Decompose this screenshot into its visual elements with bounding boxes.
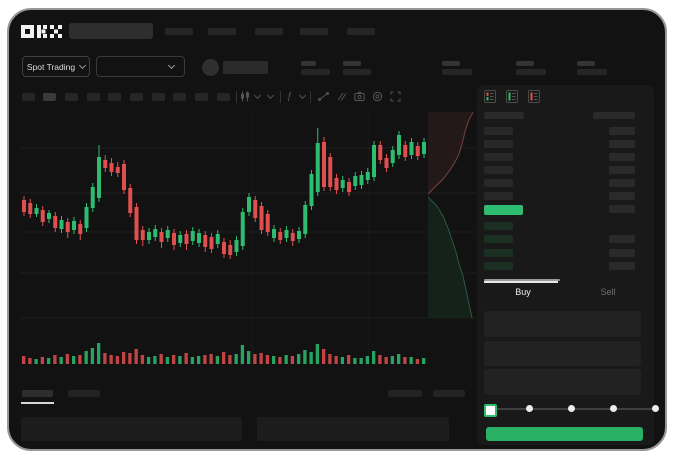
ask-row[interactable] — [477, 166, 654, 179]
amount-field[interactable] — [484, 341, 641, 366]
orders-panel-placeholder — [21, 417, 242, 441]
nav-item[interactable] — [347, 28, 375, 35]
market-type-selector[interactable]: Spot Trading — [22, 56, 90, 77]
chevron-down-icon — [79, 61, 87, 70]
ask-row[interactable] — [477, 179, 654, 192]
price-placeholder — [484, 153, 513, 161]
chevron-down-icon — [167, 61, 176, 70]
bottom-action[interactable] — [388, 390, 422, 397]
nav-item[interactable] — [165, 28, 193, 35]
bid-row[interactable] — [477, 222, 654, 235]
total-field[interactable] — [484, 369, 641, 395]
bottom-tab-indicator — [21, 402, 54, 404]
price-placeholder — [484, 166, 513, 174]
buy-tab-indicator — [484, 281, 558, 283]
chevron-down-icon[interactable] — [266, 91, 275, 100]
screenshot-icon[interactable] — [354, 91, 365, 102]
ask-row[interactable] — [477, 192, 654, 205]
market-type-label: Spot Trading — [26, 61, 76, 72]
price-placeholder — [484, 192, 513, 200]
timeframe-button[interactable] — [65, 93, 78, 101]
indicators-icon[interactable]: ƒ — [287, 91, 293, 102]
price-placeholder — [484, 261, 513, 270]
orderbook-trade-panel: Buy Sell — [477, 85, 659, 445]
tab-sell[interactable]: Sell — [600, 287, 616, 297]
orderbook-price-header — [484, 112, 524, 119]
slider-stop-dot[interactable] — [525, 405, 533, 412]
chevron-down-icon[interactable] — [298, 91, 307, 100]
orderbook-amount-header — [593, 112, 635, 119]
slider-stop-dot[interactable] — [609, 405, 617, 412]
tab-buy[interactable]: Buy — [515, 287, 531, 297]
nav-item[interactable] — [255, 28, 283, 35]
buy-submit-button[interactable] — [486, 427, 643, 441]
slider-stop-dot[interactable] — [651, 405, 659, 412]
drawing-tools-icon[interactable] — [336, 91, 347, 102]
orderbook-last-price — [484, 205, 523, 215]
amount-placeholder — [609, 153, 635, 161]
nav-item[interactable] — [300, 28, 328, 35]
pair-avatar[interactable] — [202, 59, 219, 76]
timeframe-button[interactable] — [22, 93, 35, 101]
price-placeholder — [484, 235, 513, 244]
timeframe-button[interactable] — [130, 93, 143, 101]
price-placeholder — [484, 222, 513, 230]
price-field[interactable] — [484, 311, 641, 337]
search-input[interactable] — [69, 23, 153, 39]
amount-placeholder — [609, 140, 635, 148]
amount-placeholder — [609, 248, 635, 257]
orderbook-amount-placeholder — [609, 205, 635, 213]
orderbook-scrollbar[interactable] — [484, 279, 560, 281]
amount-placeholder — [609, 179, 635, 187]
okx-logo — [21, 25, 64, 38]
amount-placeholder — [609, 192, 635, 200]
candle-type-icon[interactable] — [240, 91, 251, 102]
price-placeholder — [484, 140, 513, 148]
history-panel-placeholder — [257, 417, 449, 441]
bottom-tab-active[interactable] — [22, 390, 53, 397]
timeframe-button[interactable] — [87, 93, 100, 101]
timeframe-button[interactable] — [43, 93, 56, 101]
bottom-tab[interactable] — [68, 390, 100, 397]
chart-settings-icon[interactable] — [372, 91, 383, 102]
timeframe-button[interactable] — [152, 93, 165, 101]
nav-item[interactable] — [208, 28, 236, 35]
ask-row[interactable] — [477, 127, 654, 140]
timeframe-button[interactable] — [217, 93, 230, 101]
amount-placeholder — [609, 261, 635, 270]
slider-stop-dot[interactable] — [567, 405, 575, 412]
bid-row[interactable] — [477, 235, 654, 248]
orderbook-bids-icon[interactable] — [506, 90, 518, 103]
pair-name-placeholder — [223, 61, 268, 74]
price-placeholder — [484, 179, 513, 187]
bid-row[interactable] — [477, 248, 654, 262]
timeframe-button[interactable] — [173, 93, 186, 101]
price-placeholder — [484, 248, 513, 257]
pair-selector[interactable] — [96, 56, 185, 77]
chevron-down-icon[interactable] — [253, 91, 262, 100]
amount-slider-handle[interactable] — [484, 404, 497, 417]
ask-row[interactable] — [477, 153, 654, 166]
timeframe-button[interactable] — [108, 93, 121, 101]
orderbook-asks-icon[interactable] — [528, 90, 540, 103]
bid-row[interactable] — [477, 261, 654, 275]
price-placeholder — [484, 127, 513, 135]
amount-placeholder — [609, 127, 635, 135]
ask-row[interactable] — [477, 140, 654, 153]
line-tool-icon[interactable] — [318, 91, 329, 102]
amount-placeholder — [609, 235, 635, 244]
app-window: Spot Trading ƒ — [7, 8, 667, 451]
amount-placeholder — [609, 166, 635, 174]
bottom-action[interactable] — [433, 390, 465, 397]
orderbook-combined-icon[interactable] — [484, 90, 496, 103]
timeframe-button[interactable] — [195, 93, 208, 101]
fullscreen-icon[interactable] — [390, 91, 401, 102]
